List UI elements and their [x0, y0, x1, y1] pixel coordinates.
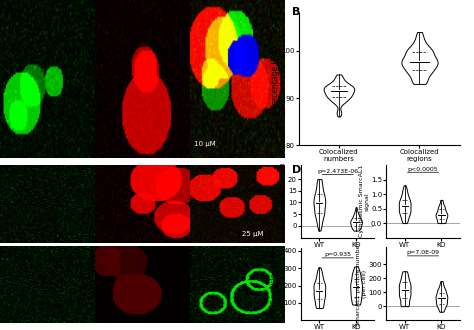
Y-axis label: Cytoplasmic SmarcAL1
signal: Cytoplasmic SmarcAL1 signal	[359, 165, 370, 237]
Y-axis label: Nuclear SmarcAL1 signal: Nuclear SmarcAL1 signal	[282, 162, 286, 241]
Text: p<0.0005: p<0.0005	[408, 167, 438, 172]
X-axis label: SmarcAL1: SmarcAL1	[319, 249, 357, 258]
Text: C: C	[5, 165, 13, 175]
Text: p=2.473E-06: p=2.473E-06	[317, 169, 358, 174]
Text: p=0.935: p=0.935	[324, 252, 351, 257]
Text: B: B	[292, 7, 300, 16]
Text: 10 μM: 10 μM	[194, 141, 216, 147]
Y-axis label: SmarcAL1 particle number
(per cell): SmarcAL1 particle number (per cell)	[356, 242, 367, 326]
X-axis label: SmarcAL1: SmarcAL1	[404, 249, 442, 258]
Y-axis label: Percentage (%): Percentage (%)	[271, 50, 280, 109]
Y-axis label: PMP70 particle number
(per cell): PMP70 particle number (per cell)	[271, 247, 282, 320]
Text: D: D	[292, 165, 301, 175]
Text: p=7.0E-09: p=7.0E-09	[407, 250, 439, 255]
Text: 25 μM: 25 μM	[242, 231, 263, 237]
Text: A: A	[5, 7, 13, 16]
